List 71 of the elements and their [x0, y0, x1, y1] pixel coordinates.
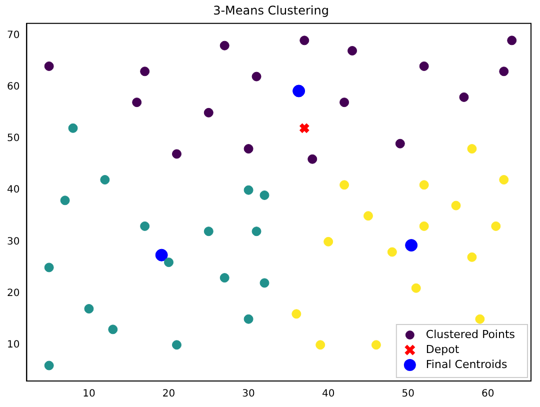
- point: [44, 360, 54, 370]
- y-tick-label: 20: [6, 288, 20, 299]
- point: [252, 72, 262, 82]
- point: [172, 340, 182, 350]
- point: [292, 84, 306, 98]
- point: [252, 226, 262, 236]
- point: [244, 185, 254, 195]
- point: [132, 98, 142, 108]
- point: [164, 258, 174, 268]
- x-tick-label: 60: [482, 388, 494, 400]
- point: [419, 61, 429, 71]
- point: [260, 278, 270, 288]
- x-tick-label: 20: [162, 388, 176, 400]
- point: [308, 154, 318, 164]
- point: [298, 122, 310, 134]
- point: [324, 236, 334, 246]
- point: [60, 196, 70, 206]
- point: [499, 66, 509, 76]
- x-tick-label: 50: [402, 388, 414, 400]
- point: [172, 149, 182, 159]
- point: [260, 190, 270, 200]
- y-tick-label: 10: [6, 339, 20, 350]
- point: [44, 61, 54, 71]
- point: [459, 92, 469, 102]
- point: [220, 40, 230, 50]
- point: [244, 314, 254, 324]
- point: [507, 36, 517, 46]
- point: [411, 283, 421, 293]
- point: [292, 309, 302, 319]
- point: [475, 314, 485, 324]
- point: [363, 211, 373, 221]
- point: [220, 273, 230, 283]
- point: [300, 36, 310, 46]
- y-tick-label: 60: [6, 81, 20, 92]
- point: [395, 138, 405, 148]
- chart-title: 3-Means Clustering: [213, 3, 329, 18]
- legend-label: Clustered Points: [426, 328, 516, 341]
- x-tick-label: 10: [82, 388, 96, 400]
- legend-label: Final Centroids: [426, 358, 508, 371]
- point: [348, 46, 358, 56]
- point: [244, 144, 254, 154]
- legend-label: Depot: [426, 342, 460, 356]
- y-tick-label: 50: [6, 133, 20, 144]
- x-tick-label: 30: [242, 388, 255, 400]
- x-tick-label: 40: [322, 388, 335, 400]
- point: [140, 66, 150, 76]
- point: [44, 262, 54, 272]
- point: [340, 98, 350, 108]
- y-tick-label: 30: [6, 236, 20, 248]
- point: [204, 108, 214, 118]
- point: [405, 239, 418, 252]
- point: [340, 180, 350, 190]
- point: [499, 175, 509, 185]
- point: [108, 324, 118, 334]
- y-tick-label: 70: [6, 30, 20, 41]
- point: [316, 340, 326, 350]
- point: [467, 144, 477, 154]
- point: [419, 180, 429, 190]
- point: [204, 226, 214, 236]
- point: [84, 304, 94, 314]
- point: [419, 221, 429, 231]
- y-tick-label: 40: [6, 184, 20, 196]
- point: [467, 252, 477, 262]
- point: [387, 247, 397, 257]
- point: [68, 123, 78, 133]
- point: [451, 200, 461, 210]
- point: [140, 221, 150, 231]
- point: [491, 221, 501, 231]
- point: [155, 248, 168, 262]
- point: [100, 175, 110, 185]
- point: [371, 340, 381, 350]
